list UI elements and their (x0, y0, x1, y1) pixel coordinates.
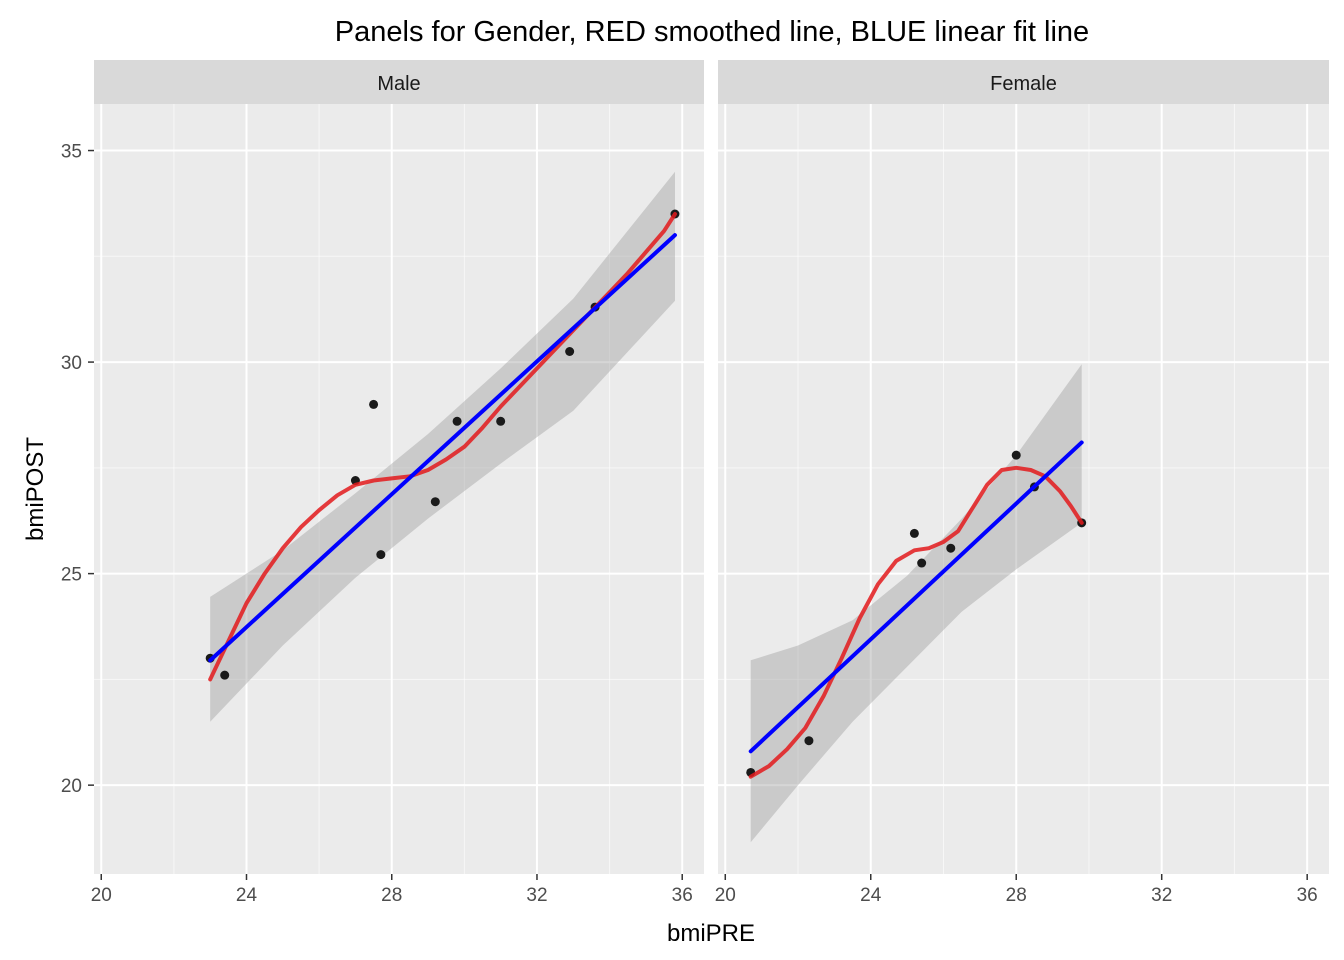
data-point (804, 736, 814, 746)
facet-strip (718, 60, 1329, 104)
data-point (946, 543, 956, 553)
data-point (430, 497, 440, 507)
data-point (369, 399, 379, 409)
y-tick-label: 20 (61, 776, 82, 797)
smoothed-line (748, 465, 1084, 779)
x-axis: 20 24 28 32 36 20 24 28 32 36 (91, 874, 1318, 906)
data-point (917, 558, 927, 568)
x-tick-label: 24 (860, 885, 882, 906)
data-point (565, 347, 575, 356)
panel-female: Female (718, 60, 1329, 874)
x-tick-label: 20 (91, 885, 112, 906)
gridlines (94, 104, 704, 874)
data-point (452, 416, 462, 426)
x-tick-label: 36 (672, 885, 693, 906)
chart-title: Panels for Gender, RED smoothed line, BL… (335, 16, 1089, 48)
x-axis-title: bmiPRE (667, 920, 755, 947)
panel-background (718, 104, 1329, 874)
x-tick-label: 28 (1006, 885, 1027, 906)
x-tick-label: 36 (1297, 885, 1318, 906)
y-tick-label: 30 (61, 353, 82, 374)
panel-male: Male (94, 60, 704, 874)
facet-strip-label: Male (377, 73, 420, 95)
x-tick-label: 24 (236, 885, 258, 906)
confidence-band (750, 364, 1082, 843)
x-tick-label: 20 (715, 885, 736, 906)
y-axis-title: bmiPOST (22, 437, 49, 541)
x-tick-label: 28 (381, 885, 402, 906)
facet-strip (94, 60, 704, 104)
y-tick-label: 25 (61, 565, 82, 586)
linear-fit-line (748, 440, 1084, 754)
y-axis: 20 25 30 35 (61, 142, 94, 797)
y-tick-label: 35 (61, 142, 82, 163)
linear-fit-line (208, 233, 677, 663)
panels-layer: Male Female (94, 60, 1329, 874)
gridlines (718, 104, 1329, 874)
data-point (496, 416, 506, 426)
data-point (1011, 450, 1021, 460)
x-tick-label: 32 (526, 885, 547, 906)
x-tick-label: 32 (1151, 885, 1172, 906)
facet-strip-label: Female (990, 73, 1057, 95)
data-point (909, 528, 919, 538)
data-point (220, 670, 230, 680)
data-point (376, 550, 386, 560)
